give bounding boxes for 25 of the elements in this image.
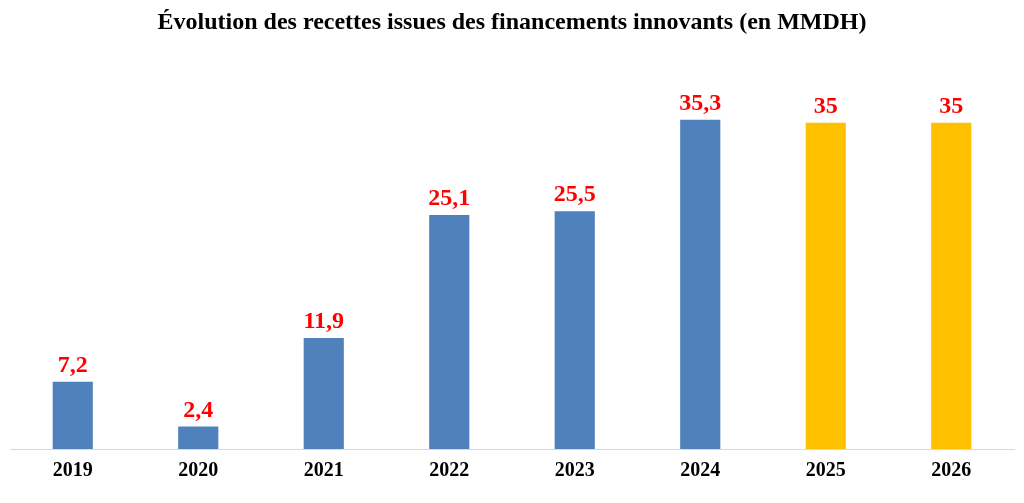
bar (303, 338, 344, 449)
x-tick-label: 2023 (554, 458, 595, 481)
bar (178, 426, 219, 449)
x-tick-label: 2020 (178, 458, 219, 481)
x-tick-label: 2021 (303, 458, 344, 481)
data-label: 25,5 (553, 180, 596, 207)
x-tick-label: 2019 (52, 458, 93, 481)
x-tick-label: 2026 (931, 458, 972, 481)
chart-title: Évolution des recettes issues des financements innovants (en MMDH) (156, 8, 868, 36)
data-label: 2,4 (183, 395, 214, 422)
x-tick-label: 2022 (429, 458, 470, 481)
data-label: 35 (813, 91, 838, 118)
bar (680, 119, 721, 449)
data-label: 11,9 (303, 307, 345, 334)
x-tick-label: 2024 (680, 458, 721, 481)
data-label: 35,3 (679, 89, 722, 116)
bar (805, 122, 846, 449)
bar (429, 214, 470, 449)
x-tick-label: 2025 (805, 458, 846, 481)
data-label: 35 (939, 91, 964, 118)
bar (52, 381, 93, 449)
bar (931, 122, 972, 449)
bar (554, 211, 595, 449)
data-label: 25,1 (428, 184, 471, 211)
data-label: 7,2 (57, 351, 88, 378)
